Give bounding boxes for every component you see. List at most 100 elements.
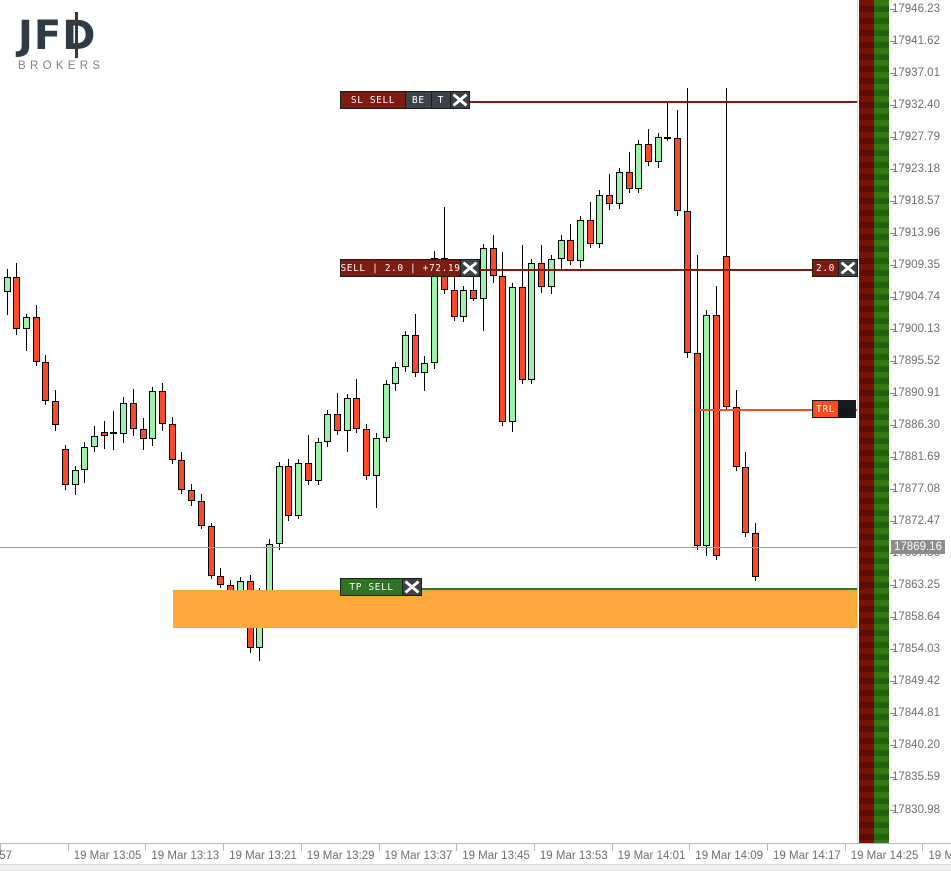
dom-row xyxy=(859,384,889,390)
dom-ask-cell xyxy=(874,150,889,156)
dom-row xyxy=(859,396,889,402)
dom-bid-cell xyxy=(859,738,874,744)
candlestick xyxy=(246,0,254,843)
trailing-stop-handle[interactable] xyxy=(838,400,856,418)
time-tick-mark xyxy=(689,844,691,851)
dom-ask-cell xyxy=(874,204,889,210)
take-profit-zone xyxy=(173,590,857,628)
candlestick xyxy=(13,0,21,843)
close-icon[interactable] xyxy=(449,91,470,109)
close-icon[interactable] xyxy=(838,259,858,277)
candle-body xyxy=(645,144,653,163)
sl-sell-line[interactable] xyxy=(340,101,857,103)
dom-bid-cell xyxy=(859,552,874,558)
trailing-stop-line[interactable] xyxy=(700,409,857,411)
dom-bid-cell xyxy=(859,48,874,54)
trail-button[interactable]: T xyxy=(430,91,450,109)
dom-row xyxy=(859,138,889,144)
dom-bid-cell xyxy=(859,360,874,366)
dom-ask-cell xyxy=(874,714,889,720)
dom-ask-cell xyxy=(874,228,889,234)
dom-row xyxy=(859,216,889,222)
close-icon[interactable] xyxy=(460,259,480,277)
dom-ask-cell xyxy=(874,606,889,612)
candle-body xyxy=(353,398,361,430)
dom-row xyxy=(859,0,889,6)
order-tag-sell-volume[interactable]: 2.0 xyxy=(812,259,858,277)
time-tick-mark xyxy=(67,844,69,851)
dom-bid-cell xyxy=(859,294,874,300)
dom-bid-cell xyxy=(859,726,874,732)
dom-bid-cell xyxy=(859,312,874,318)
dom-bid-cell xyxy=(859,792,874,798)
price-tick-mark xyxy=(890,809,895,811)
price-axis[interactable]: 17946.23 17941.62 17937.01 17932.40 17927.79… xyxy=(857,0,951,843)
dom-ask-cell xyxy=(874,168,889,174)
dom-ask-cell xyxy=(874,828,889,834)
dom-row xyxy=(859,780,889,786)
candle-body xyxy=(304,462,312,482)
dom-bid-cell xyxy=(859,222,874,228)
dom-ask-cell xyxy=(874,342,889,348)
price-tick-mark xyxy=(890,777,895,779)
candle-body xyxy=(538,263,546,288)
candlestick xyxy=(402,0,410,843)
price-tick-mark xyxy=(890,137,895,139)
dom-bid-cell xyxy=(859,588,874,594)
candle-wick xyxy=(473,267,475,302)
candlestick xyxy=(499,0,507,843)
dom-row xyxy=(859,228,889,234)
tp-sell-line[interactable] xyxy=(340,588,857,590)
candlestick xyxy=(168,0,176,843)
candle-body xyxy=(392,367,400,385)
dom-ask-cell xyxy=(874,24,889,30)
dom-ask-cell xyxy=(874,78,889,84)
chart-plot-area[interactable]: SL SELL BE T SELL | 2.0 | +72.19 2.0 TRL TP SE… xyxy=(0,0,858,843)
dom-ask-cell xyxy=(874,60,889,66)
candlestick xyxy=(265,0,273,843)
time-tick-label: :57 xyxy=(0,850,12,862)
dom-ask-cell xyxy=(874,114,889,120)
candlestick xyxy=(703,0,711,843)
dom-ask-cell xyxy=(874,438,889,444)
sell-position-line[interactable] xyxy=(340,269,857,271)
time-tick-mark xyxy=(456,844,458,851)
candlestick xyxy=(42,0,50,843)
dom-ask-cell xyxy=(874,306,889,312)
close-icon[interactable] xyxy=(402,578,422,596)
order-tag-trailing-stop[interactable]: TRL xyxy=(812,400,856,418)
dom-bid-cell xyxy=(859,324,874,330)
candle-body xyxy=(674,138,682,212)
dom-bid-cell xyxy=(859,330,874,336)
break-even-button[interactable]: BE xyxy=(405,91,431,109)
price-tick-mark xyxy=(890,649,895,651)
previous-close-line[interactable] xyxy=(0,547,857,548)
order-tag-tp-sell[interactable]: TP SELL xyxy=(340,578,422,596)
dom-ask-cell xyxy=(874,582,889,588)
dom-ask-cell xyxy=(874,384,889,390)
dom-bid-cell xyxy=(859,762,874,768)
dom-row xyxy=(859,18,889,24)
dom-row xyxy=(859,822,889,828)
price-tick-label: 17877.08 xyxy=(892,483,940,496)
dom-bid-cell xyxy=(859,564,874,570)
dom-ask-cell xyxy=(874,726,889,732)
dom-bid-cell xyxy=(859,348,874,354)
dom-ask-cell xyxy=(874,774,889,780)
dom-ask-cell xyxy=(874,474,889,480)
dom-ask-cell xyxy=(874,480,889,486)
candle-body xyxy=(431,257,439,364)
candle-wick xyxy=(667,101,669,142)
logo-tick-mark xyxy=(75,12,78,58)
order-tag-sl-sell[interactable]: SL SELL BE T xyxy=(340,91,470,109)
dom-ask-cell xyxy=(874,216,889,222)
dom-ask-cell xyxy=(874,804,889,810)
price-tick-label: 17886.30 xyxy=(892,419,940,432)
dom-bid-cell xyxy=(859,114,874,120)
dom-bid-cell xyxy=(859,210,874,216)
price-tick-label: 17909.35 xyxy=(892,259,940,272)
dom-row xyxy=(859,288,889,294)
dom-row xyxy=(859,372,889,378)
order-tag-sell-position[interactable]: SELL | 2.0 | +72.19 xyxy=(340,259,480,277)
candle-body xyxy=(168,423,176,461)
